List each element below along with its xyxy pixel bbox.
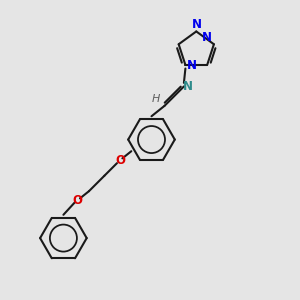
Text: N: N <box>192 18 202 32</box>
Text: N: N <box>183 80 193 93</box>
Text: H: H <box>152 94 160 104</box>
Text: N: N <box>202 31 212 44</box>
Text: O: O <box>73 194 82 207</box>
Text: O: O <box>115 154 125 167</box>
Text: N: N <box>187 59 197 72</box>
